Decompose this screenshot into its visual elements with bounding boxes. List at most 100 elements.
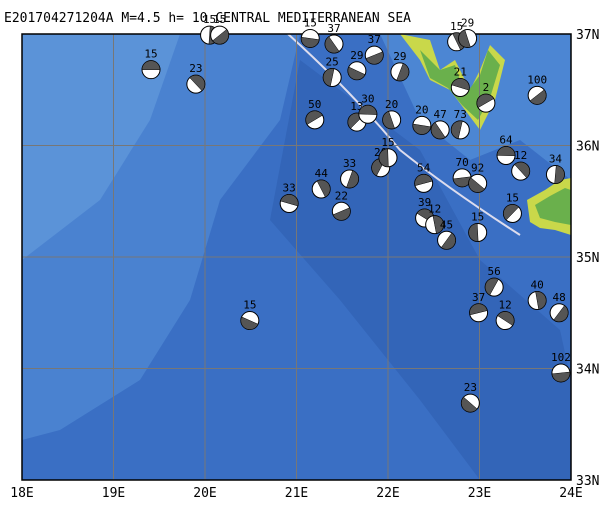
beachball-quadrant	[430, 122, 446, 140]
depth-label: 39	[418, 196, 431, 209]
beachball-quadrant	[554, 165, 565, 184]
beachball-quadrant	[346, 170, 359, 189]
focal-mechanism	[469, 303, 489, 323]
depth-label: 29	[393, 50, 406, 63]
depth-label: 44	[315, 167, 329, 180]
beachball-quadrant	[468, 177, 485, 193]
depth-label: 29	[461, 16, 474, 29]
focal-mechanism	[322, 67, 342, 87]
focal-mechanism	[549, 303, 569, 323]
x-tick-label: 19E	[102, 486, 125, 501]
depth-label: 50	[308, 98, 321, 111]
x-tick-label: 18E	[10, 486, 33, 501]
depth-label: 15	[450, 20, 463, 33]
beachball-quadrant	[347, 66, 366, 81]
depth-label: 21	[454, 66, 467, 79]
depth-label: 30	[361, 92, 374, 105]
focal-mechanism	[450, 120, 470, 140]
depth-label: 64	[499, 134, 513, 147]
beachball-quadrant	[301, 36, 320, 48]
depth-label: 23	[464, 381, 477, 394]
focal-mechanism	[414, 173, 434, 193]
beachball-quadrant	[451, 120, 463, 139]
focal-mechanism	[476, 93, 496, 113]
focal-mechanism	[358, 104, 378, 124]
beachball-quadrant	[451, 78, 470, 91]
focal-mechanism	[340, 169, 360, 189]
depth-label: 40	[531, 278, 544, 291]
focal-mechanism	[364, 45, 384, 65]
beachball-quadrant	[332, 207, 351, 221]
beachball-quadrant	[358, 105, 378, 115]
depth-label: 33	[283, 181, 296, 194]
y-tick-label: 36N	[576, 140, 599, 155]
beachball-quadrant	[141, 60, 161, 70]
focal-mechanism	[300, 28, 320, 48]
focal-mechanism	[311, 179, 331, 199]
focal-mechanism	[331, 201, 351, 221]
depth-label: 2	[483, 81, 490, 94]
focal-mechanism	[458, 28, 478, 48]
beachball-quadrant	[324, 36, 340, 54]
depth-label: 12	[428, 203, 441, 216]
depth-label: 56	[488, 265, 501, 278]
focal-mechanism	[437, 230, 457, 250]
focal-mechanism	[496, 146, 516, 166]
x-tick-label: 20E	[193, 486, 216, 501]
depth-label: 12	[514, 149, 527, 162]
depth-label: 54	[417, 161, 431, 174]
focal-mechanism	[305, 110, 325, 130]
focal-mechanism	[347, 61, 367, 81]
focal-mechanism	[240, 311, 260, 331]
depth-label: 48	[552, 291, 565, 304]
focal-mechanism	[378, 148, 398, 168]
focal-mechanism	[210, 25, 230, 45]
focal-mechanism	[468, 173, 488, 193]
depth-label: 37	[472, 291, 485, 304]
beachball-quadrant	[496, 146, 516, 156]
beachball-quadrant	[212, 29, 229, 45]
depth-label: 23	[189, 62, 202, 75]
depth-label: 15	[506, 192, 519, 205]
depth-label: 25	[326, 55, 339, 68]
depth-label: 15	[471, 210, 484, 223]
depth-label: 15	[213, 13, 226, 26]
beachball-quadrant	[316, 179, 331, 198]
depth-label: 22	[335, 189, 348, 202]
depth-label: 15	[203, 13, 216, 26]
depth-label: 102	[551, 351, 571, 364]
focal-mechanism	[545, 164, 565, 184]
focal-mechanism	[511, 161, 531, 181]
focal-mechanism	[450, 78, 470, 98]
x-tick-label: 21E	[285, 486, 308, 501]
beachball-quadrant	[497, 311, 515, 326]
focal-mechanism	[382, 110, 402, 130]
focal-mechanism	[141, 60, 161, 80]
depth-label: 45	[440, 218, 453, 231]
beachball-quadrant	[551, 371, 571, 383]
beachball-quadrant	[414, 174, 433, 187]
focal-mechanism	[484, 277, 504, 297]
focal-mechanism	[186, 74, 206, 94]
beachball-quadrant	[305, 110, 323, 125]
beachball-quadrant	[468, 223, 479, 242]
focal-mechanism	[468, 222, 488, 242]
focal-mechanism	[495, 311, 515, 331]
beachball-quadrant	[382, 111, 395, 130]
focal-mechanism	[527, 290, 547, 310]
focal-mechanism	[502, 204, 522, 224]
depth-label: 37	[368, 33, 381, 46]
beachball-quadrant	[432, 215, 444, 234]
beachball-quadrant	[322, 68, 335, 87]
beachball-quadrant	[553, 305, 569, 322]
x-tick-label: 24E	[559, 486, 582, 501]
focal-mechanism	[551, 363, 571, 383]
beachball-quadrant	[503, 204, 520, 221]
depth-label: 15	[304, 16, 317, 29]
depth-label: 47	[434, 108, 447, 121]
beachball-quadrant	[440, 232, 456, 250]
beachball-quadrant	[378, 148, 389, 168]
depth-label: 37	[327, 22, 340, 35]
beachball-quadrant	[535, 291, 547, 310]
